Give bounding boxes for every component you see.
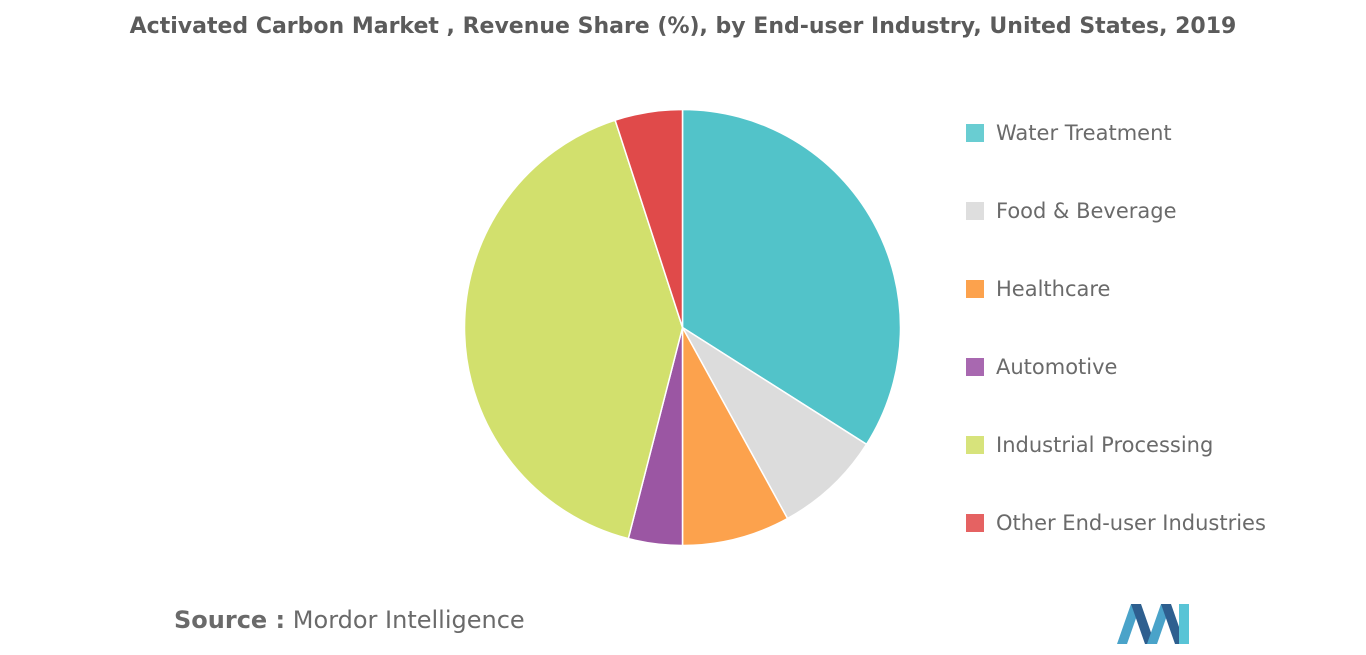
legend-item-water-treatment: Water Treatment [966, 118, 1172, 148]
mordor-intelligence-logo [1117, 604, 1189, 644]
legend-swatch [966, 358, 984, 376]
legend-item-other-end-user-industries: Other End-user Industries [966, 508, 1266, 538]
legend-label: Industrial Processing [996, 433, 1214, 457]
legend-swatch [966, 124, 984, 142]
source-label: Source : [174, 606, 286, 634]
pie-slice-water-treatment [681, 108, 902, 446]
pie-slice-healthcare [681, 327, 789, 547]
legend-item-industrial-processing: Industrial Processing [966, 430, 1213, 460]
source-note: Source : Mordor Intelligence [174, 606, 525, 634]
pie-slice-food-beverage [681, 326, 868, 520]
pie-chart [463, 108, 902, 547]
legend-label: Healthcare [996, 277, 1111, 301]
pie-slice-other-end-user-industries [614, 108, 684, 328]
legend-label: Water Treatment [996, 121, 1172, 145]
legend-label: Food & Beverage [996, 199, 1177, 223]
legend-label: Automotive [996, 355, 1118, 379]
legend-swatch [966, 514, 984, 532]
source-text: Mordor Intelligence [292, 606, 525, 634]
chart-title: Activated Carbon Market , Revenue Share … [129, 14, 1237, 39]
legend-swatch [966, 202, 984, 220]
legend-item-healthcare: Healthcare [966, 274, 1110, 304]
legend-swatch [966, 280, 984, 298]
legend-swatch [966, 436, 984, 454]
legend-label: Other End-user Industries [996, 511, 1266, 535]
pie-slice-industrial-processing [463, 119, 684, 540]
legend-item-automotive: Automotive [966, 352, 1117, 382]
legend-item-food-beverage: Food & Beverage [966, 196, 1177, 226]
